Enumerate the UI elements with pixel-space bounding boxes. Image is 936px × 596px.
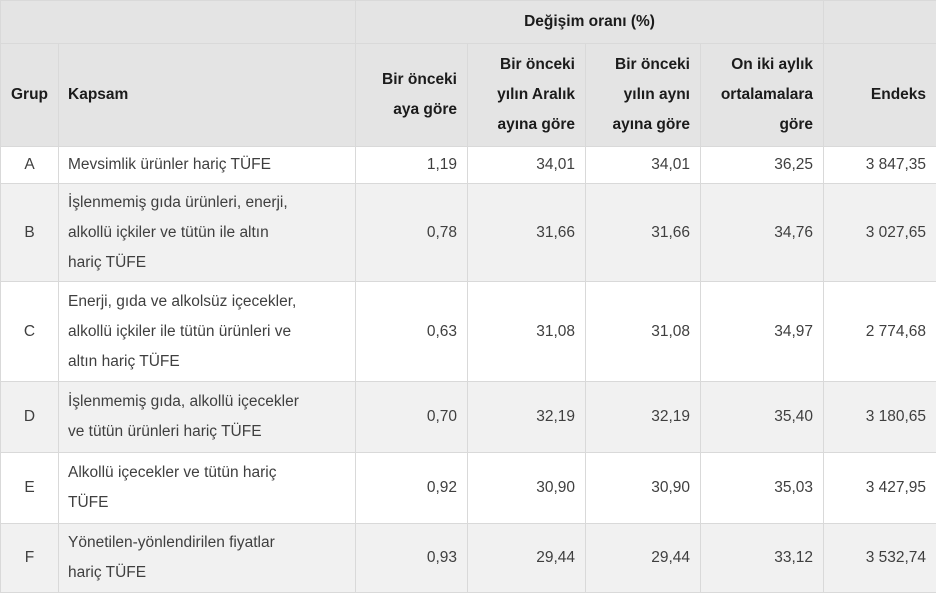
kapsam-line: İşlenmemiş gıda ürünleri, enerji, <box>68 193 288 211</box>
grup-cell: A <box>0 146 59 184</box>
endeks-cell: 3 427,95 <box>823 452 936 524</box>
table-row: D İşlenmemiş gıda, alkollü içecekler ve … <box>0 381 936 453</box>
kapsam-line: İşlenmemiş gıda, alkollü içecekler <box>68 393 299 410</box>
grup-cell: F <box>0 523 59 593</box>
kapsam-cell: Mevsimlik ürünler hariç TÜFE <box>58 146 356 184</box>
value-cell: 0,70 <box>355 381 468 453</box>
value-cell: 35,40 <box>699 381 825 453</box>
header-line: Bir önceki <box>615 56 690 73</box>
value-cell: 31,66 <box>467 183 586 282</box>
header-line: yılın Aralık <box>497 86 575 103</box>
grup-cell: B <box>0 183 59 282</box>
value-cell: 0,63 <box>355 281 468 382</box>
value-cell: 1,19 <box>355 146 468 184</box>
header-line: ayına göre <box>612 116 690 133</box>
kapsam-cell: Yönetilen-yönlendirilen fiyatlar hariç T… <box>58 523 356 593</box>
kapsam-line: TÜFE <box>68 494 109 511</box>
kapsam-line: alkollü içkiler ile tütün ürünleri ve <box>68 322 292 340</box>
kapsam-cell: İşlenmemiş gıda ürünleri, enerji, alkoll… <box>58 183 356 282</box>
header-line: aya göre <box>393 101 457 118</box>
grup-cell: E <box>0 452 59 524</box>
table-row: B İşlenmemiş gıda ürünleri, enerji, alko… <box>0 183 936 282</box>
column-header-endeks: Endeks <box>823 43 936 147</box>
empty-header-cell-left <box>0 0 356 44</box>
endeks-cell: 3 180,65 <box>823 381 936 453</box>
grup-cell: C <box>0 281 59 382</box>
kapsam-line: altın hariç TÜFE <box>68 352 180 370</box>
header-line: Bir önceki <box>382 71 457 88</box>
value-cell: 0,92 <box>355 452 468 524</box>
table-row: F Yönetilen-yönlendirilen fiyatlar hariç… <box>0 523 936 593</box>
kapsam-line: Alkollü içecekler ve tütün hariç <box>68 464 277 481</box>
kapsam-cell: İşlenmemiş gıda, alkollü içecekler ve tü… <box>58 381 356 453</box>
value-cell: 35,03 <box>699 452 825 524</box>
grup-cell: D <box>0 381 59 453</box>
value-cell: 0,93 <box>355 523 468 593</box>
header-line: ortalamalara <box>720 86 814 103</box>
kapsam-cell: Alkollü içecekler ve tütün hariç TÜFE <box>58 452 356 524</box>
value-cell: 32,19 <box>585 381 701 453</box>
column-header-grup: Grup <box>0 43 59 147</box>
header-line: yılın aynı <box>623 86 690 103</box>
header-line: göre <box>779 116 814 133</box>
value-cell: 30,90 <box>467 452 586 524</box>
value-cell: 29,44 <box>585 523 701 593</box>
kapsam-line: hariç TÜFE <box>68 564 147 581</box>
kapsam-line: Mevsimlik ürünler hariç TÜFE <box>68 156 271 173</box>
table-column-header-row: Grup Kapsam Bir önceki aya göre Bir önce… <box>0 43 936 147</box>
value-cell: 30,90 <box>585 452 701 524</box>
kapsam-line: hariç TÜFE <box>68 253 147 271</box>
value-cell: 33,12 <box>699 523 825 593</box>
value-cell: 31,66 <box>585 183 701 282</box>
value-cell: 0,78 <box>355 183 468 282</box>
table-row: A Mevsimlik ürünler hariç TÜFE 1,19 34,0… <box>0 146 936 184</box>
endeks-cell: 3 847,35 <box>823 146 936 184</box>
value-cell: 29,44 <box>467 523 586 593</box>
value-cell: 31,08 <box>467 281 586 382</box>
kapsam-cell: Enerji, gıda ve alkolsüz içecekler, alko… <box>58 281 356 382</box>
column-header-twelve-month-avg: On iki aylık ortalamalara göre <box>699 43 825 147</box>
header-line: ayına göre <box>497 116 575 133</box>
table-row: C Enerji, gıda ve alkolsüz içecekler, al… <box>0 281 936 382</box>
kapsam-line: Yönetilen-yönlendirilen fiyatlar <box>68 534 275 551</box>
value-cell: 34,76 <box>699 183 825 282</box>
header-line: On iki aylık <box>731 56 814 73</box>
table-row: E Alkollü içecekler ve tütün hariç TÜFE … <box>0 452 936 524</box>
change-rate-group-header: Değişim oranı (%) <box>354 0 825 44</box>
column-header-prev-december: Bir önceki yılın Aralık ayına göre <box>467 43 586 147</box>
endeks-cell: 3 532,74 <box>823 523 936 593</box>
value-cell: 32,19 <box>467 381 586 453</box>
value-cell: 34,01 <box>585 146 701 184</box>
value-cell: 34,97 <box>699 281 825 382</box>
table-top-header-row: Değişim oranı (%) <box>0 0 936 44</box>
kapsam-line: alkollü içkiler ve tütün ile altın <box>68 223 269 241</box>
kapsam-line: ve tütün ürünleri hariç TÜFE <box>68 423 262 440</box>
endeks-cell: 3 027,65 <box>823 183 936 282</box>
value-cell: 31,08 <box>585 281 701 382</box>
empty-header-cell-right <box>823 0 936 44</box>
column-header-prev-month: Bir önceki aya göre <box>355 43 468 147</box>
kapsam-line: Enerji, gıda ve alkolsüz içecekler, <box>68 292 297 310</box>
endeks-cell: 2 774,68 <box>823 281 936 382</box>
column-header-kapsam: Kapsam <box>58 43 356 147</box>
value-cell: 36,25 <box>699 146 825 184</box>
column-header-same-month-prev-year: Bir önceki yılın aynı ayına göre <box>585 43 701 147</box>
header-line: Bir önceki <box>500 56 575 73</box>
value-cell: 34,01 <box>467 146 586 184</box>
